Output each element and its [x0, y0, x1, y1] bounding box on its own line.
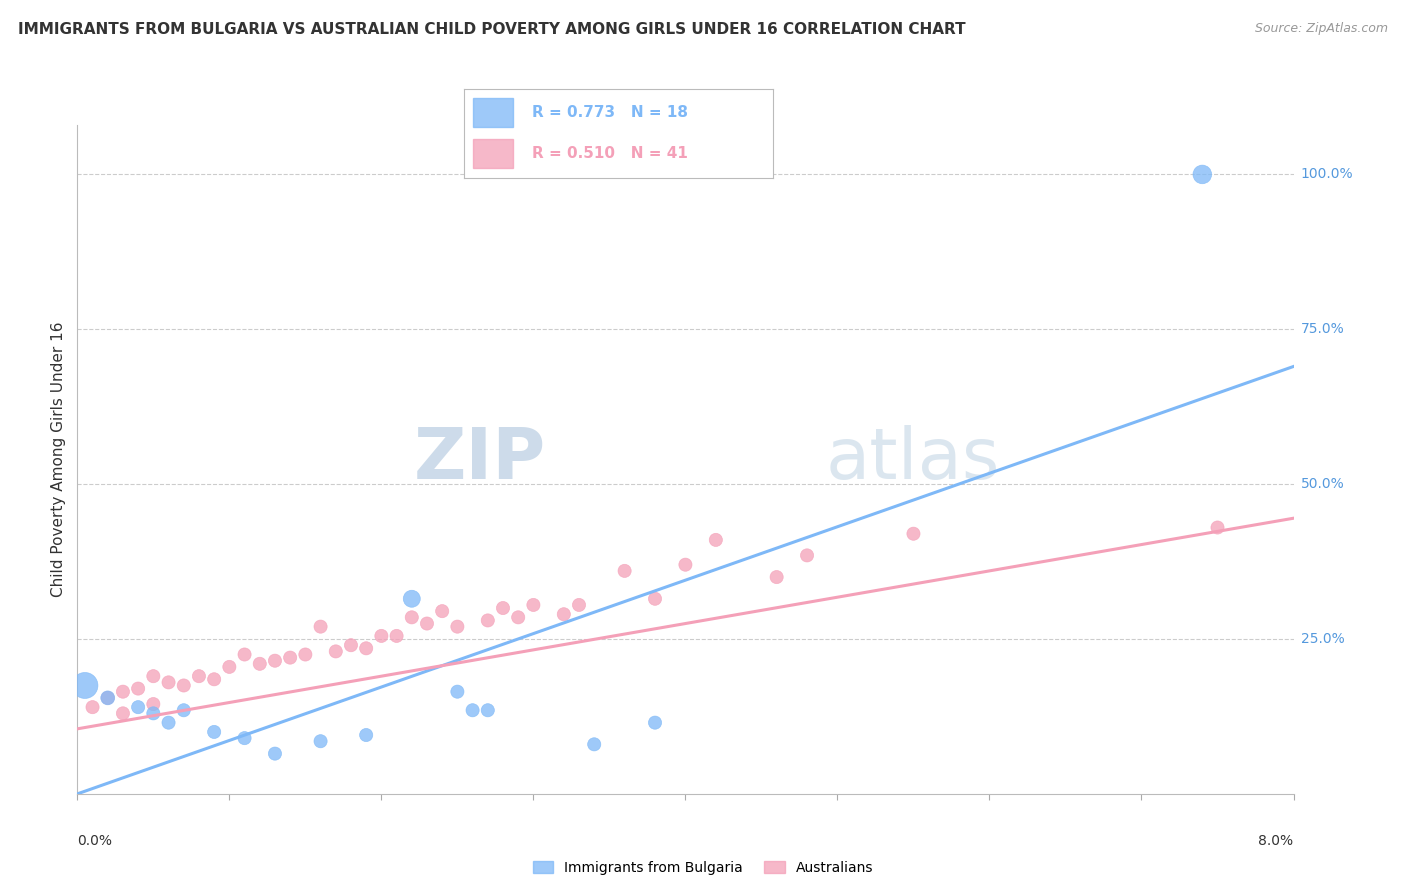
Point: [765, 570, 787, 584]
Point: [401, 591, 423, 606]
Point: [142, 669, 165, 683]
Point: [309, 619, 332, 633]
Point: [97, 690, 120, 705]
Point: [385, 629, 408, 643]
Point: [430, 604, 453, 618]
Bar: [474, 139, 513, 168]
Point: [553, 607, 575, 622]
Point: [82, 700, 104, 714]
Point: [309, 734, 332, 748]
Point: [97, 690, 120, 705]
Text: 50.0%: 50.0%: [1301, 477, 1344, 491]
Text: ZIP: ZIP: [413, 425, 546, 494]
Point: [340, 638, 363, 652]
Text: atlas: atlas: [825, 425, 1000, 494]
Text: 0.0%: 0.0%: [77, 834, 112, 848]
Point: [522, 598, 544, 612]
Point: [142, 706, 165, 721]
Point: [613, 564, 636, 578]
Point: [249, 657, 271, 671]
Point: [401, 610, 423, 624]
Point: [704, 533, 727, 547]
Point: [233, 731, 256, 746]
Point: [644, 715, 666, 730]
Point: [446, 619, 468, 633]
Point: [477, 614, 499, 628]
Text: IMMIGRANTS FROM BULGARIA VS AUSTRALIAN CHILD POVERTY AMONG GIRLS UNDER 16 CORREL: IMMIGRANTS FROM BULGARIA VS AUSTRALIAN C…: [18, 22, 966, 37]
Text: R = 0.510   N = 41: R = 0.510 N = 41: [531, 146, 688, 161]
Text: 25.0%: 25.0%: [1301, 632, 1344, 646]
Point: [173, 703, 195, 717]
Point: [264, 654, 287, 668]
Point: [583, 737, 606, 751]
Text: R = 0.773   N = 18: R = 0.773 N = 18: [531, 105, 688, 120]
Bar: [474, 98, 513, 127]
Point: [127, 681, 149, 696]
Point: [796, 549, 818, 563]
Point: [157, 715, 180, 730]
Point: [111, 706, 134, 721]
Point: [568, 598, 591, 612]
Point: [142, 697, 165, 711]
Point: [278, 650, 301, 665]
Point: [73, 678, 96, 692]
Text: Source: ZipAtlas.com: Source: ZipAtlas.com: [1254, 22, 1388, 36]
Point: [354, 641, 377, 656]
Point: [370, 629, 392, 643]
Y-axis label: Child Poverty Among Girls Under 16: Child Poverty Among Girls Under 16: [51, 322, 66, 597]
Point: [492, 601, 515, 615]
Point: [173, 678, 195, 692]
Point: [477, 703, 499, 717]
Text: 75.0%: 75.0%: [1301, 322, 1344, 336]
Point: [188, 669, 211, 683]
Point: [325, 644, 347, 658]
Point: [202, 725, 225, 739]
Point: [903, 526, 925, 541]
Text: 100.0%: 100.0%: [1301, 168, 1353, 181]
Point: [354, 728, 377, 742]
Point: [1206, 520, 1229, 534]
Point: [233, 648, 256, 662]
Text: 8.0%: 8.0%: [1258, 834, 1294, 848]
Point: [294, 648, 316, 662]
Point: [111, 684, 134, 698]
Point: [416, 616, 439, 631]
Point: [675, 558, 697, 572]
Point: [461, 703, 484, 717]
Point: [264, 747, 287, 761]
Point: [508, 610, 530, 624]
Point: [644, 591, 666, 606]
Point: [218, 660, 240, 674]
Point: [127, 700, 149, 714]
Point: [202, 673, 225, 687]
Legend: Immigrants from Bulgaria, Australians: Immigrants from Bulgaria, Australians: [527, 855, 879, 880]
Point: [1191, 168, 1213, 182]
Point: [157, 675, 180, 690]
Point: [446, 684, 468, 698]
